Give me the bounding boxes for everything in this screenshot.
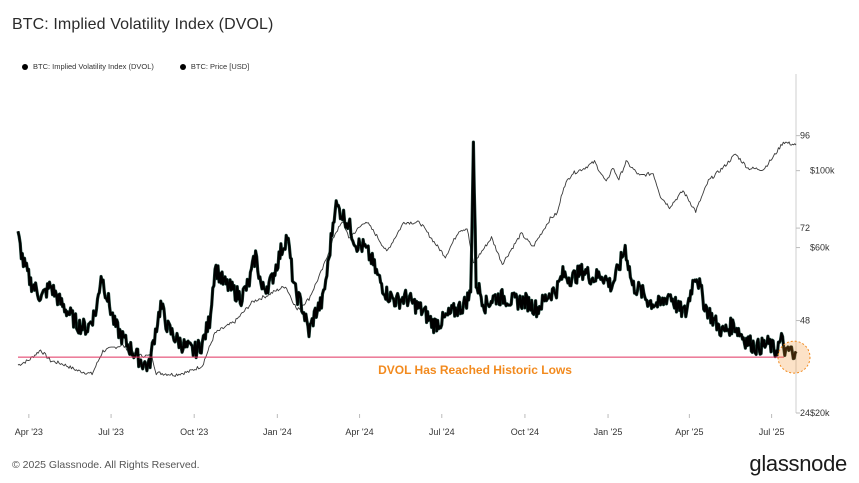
y-tick-label: 72 (800, 223, 810, 233)
x-tick-label: Jan '25 (594, 427, 623, 437)
x-tick-label: Apr '24 (345, 427, 373, 437)
x-tick-label: Oct '24 (511, 427, 539, 437)
legend-label: BTC: Implied Volatility Index (DVOL) (33, 62, 154, 71)
series-line-dvol-shadow (16, 140, 798, 373)
y-tick-label: 24 (800, 408, 810, 418)
chart-legend: BTC: Implied Volatility Index (DVOL) BTC… (22, 62, 249, 71)
x-tick-label: Jul '25 (759, 427, 785, 437)
series-line-dvol (16, 141, 797, 372)
y-tick-label: 48 (800, 316, 810, 326)
page-title: BTC: Implied Volatility Index (DVOL) (12, 16, 274, 33)
x-tick-label: Jan '24 (263, 427, 292, 437)
y-price-tick-label: $60k (810, 243, 830, 253)
y-price-tick-label: $100k (810, 166, 835, 176)
legend-label: BTC: Price [USD] (190, 62, 250, 71)
legend-item-dvol[interactable]: BTC: Implied Volatility Index (DVOL) (22, 62, 154, 71)
y-price-tick-label: $20k (810, 408, 830, 418)
copyright-text: © 2025 Glassnode. All Rights Reserved. (12, 459, 200, 471)
brand-logo: glassnode (749, 451, 847, 476)
y-tick-label: 96 (800, 131, 810, 141)
legend-marker-icon (22, 63, 28, 70)
x-tick-label: Jul '24 (429, 427, 455, 437)
x-tick-label: Apr '25 (675, 427, 703, 437)
annotation-label: DVOL Has Reached Historic Lows (378, 363, 572, 377)
legend-marker-icon (179, 63, 186, 70)
x-tick-label: Jul '23 (98, 427, 124, 437)
x-tick-label: Apr '23 (15, 427, 43, 437)
x-tick-label: Oct '23 (180, 427, 208, 437)
series-line-price (17, 141, 797, 377)
legend-item-price[interactable]: BTC: Price [USD] (179, 62, 250, 71)
annotation-highlight-circle (777, 340, 811, 374)
